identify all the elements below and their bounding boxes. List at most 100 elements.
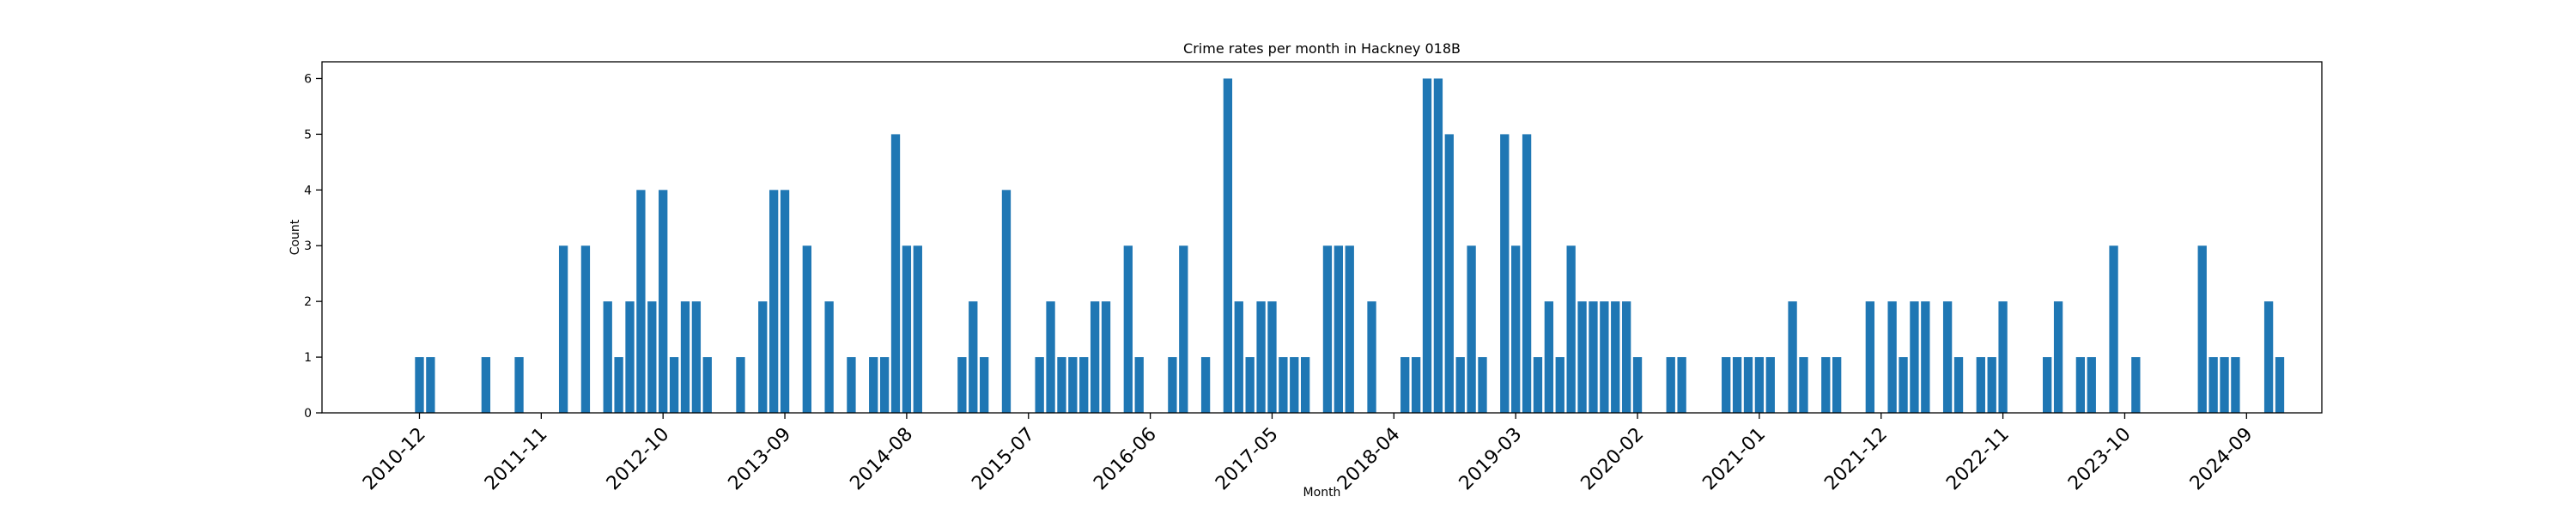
bar bbox=[1544, 301, 1554, 413]
bar bbox=[2263, 301, 2274, 413]
bar bbox=[1179, 245, 1188, 413]
y-tick-label: 1 bbox=[304, 351, 312, 365]
bar bbox=[769, 190, 779, 413]
bar bbox=[1267, 301, 1277, 413]
bar bbox=[2220, 357, 2229, 413]
bar bbox=[1987, 357, 1996, 413]
bar bbox=[669, 357, 679, 413]
bar bbox=[758, 301, 768, 413]
x-tick-label: 2012-10 bbox=[603, 424, 674, 495]
bar bbox=[2075, 357, 2086, 413]
y-tick-label: 0 bbox=[304, 407, 312, 421]
bars-group bbox=[415, 78, 2285, 413]
bar bbox=[691, 301, 702, 413]
bar bbox=[2275, 357, 2285, 413]
bar bbox=[1799, 357, 1808, 413]
x-tick-label: 2019-03 bbox=[1455, 424, 1527, 495]
bar bbox=[1887, 301, 1897, 413]
x-tick-label: 2015-07 bbox=[968, 424, 1039, 495]
bar bbox=[1334, 245, 1344, 413]
bar bbox=[1500, 134, 1510, 413]
bar bbox=[647, 301, 657, 413]
bar bbox=[1400, 357, 1410, 413]
bar bbox=[1942, 301, 1953, 413]
bar bbox=[1533, 357, 1543, 413]
bar bbox=[1134, 357, 1144, 413]
y-axis-ticks: 0 1 2 3 4 5 6 bbox=[304, 72, 322, 421]
bar bbox=[969, 301, 978, 413]
bar bbox=[426, 357, 435, 413]
bar bbox=[1788, 301, 1797, 413]
bar bbox=[902, 245, 912, 413]
bar bbox=[890, 134, 901, 413]
bar bbox=[1079, 357, 1089, 413]
x-tick-label: 2024-09 bbox=[2186, 424, 2257, 495]
bar bbox=[1589, 301, 1598, 413]
bar bbox=[1101, 301, 1111, 413]
bar bbox=[1577, 301, 1587, 413]
bar bbox=[1899, 357, 1908, 413]
bar bbox=[1632, 357, 1643, 413]
bar bbox=[2109, 245, 2118, 413]
bar bbox=[869, 357, 878, 413]
bar bbox=[2043, 357, 2052, 413]
y-tick-label: 3 bbox=[304, 239, 312, 253]
bar bbox=[1921, 301, 1930, 413]
bar bbox=[1444, 134, 1454, 413]
bar bbox=[1910, 301, 1919, 413]
bar bbox=[780, 190, 790, 413]
bar bbox=[481, 357, 491, 413]
bar bbox=[514, 357, 524, 413]
x-tick-label: 2018-04 bbox=[1334, 424, 1405, 495]
y-tick-label: 4 bbox=[304, 184, 312, 197]
x-tick-label: 2021-01 bbox=[1698, 424, 1770, 495]
bar bbox=[1068, 357, 1078, 413]
x-tick-label: 2016-06 bbox=[1090, 424, 1161, 495]
bar bbox=[1765, 357, 1775, 413]
x-tick-label: 2021-12 bbox=[1820, 424, 1892, 495]
bar bbox=[1345, 245, 1354, 413]
x-axis-label: Month bbox=[1303, 486, 1341, 500]
bar bbox=[824, 301, 834, 413]
bar bbox=[2087, 357, 2096, 413]
bar bbox=[1057, 357, 1066, 413]
bar bbox=[2053, 301, 2063, 413]
bar bbox=[1611, 301, 1620, 413]
y-axis-label: Count bbox=[289, 219, 302, 255]
bar bbox=[1677, 357, 1686, 413]
bar bbox=[603, 301, 612, 413]
bar bbox=[702, 357, 712, 413]
bar bbox=[1433, 78, 1443, 413]
bar bbox=[1722, 357, 1731, 413]
bar bbox=[2208, 357, 2218, 413]
bar bbox=[1422, 78, 1432, 413]
bar bbox=[1600, 301, 1609, 413]
bar bbox=[1090, 301, 1100, 413]
bar bbox=[913, 245, 922, 413]
bar bbox=[659, 190, 668, 413]
bar bbox=[1455, 357, 1465, 413]
bar bbox=[1322, 245, 1333, 413]
bar bbox=[1566, 245, 1576, 413]
x-tick-label: 2020-02 bbox=[1577, 424, 1649, 495]
x-tick-label: 2014-08 bbox=[846, 424, 917, 495]
x-tick-label: 2022-11 bbox=[1942, 424, 2014, 495]
chart-title: Crime rates per month in Hackney 018B bbox=[1183, 40, 1461, 57]
bar bbox=[1301, 357, 1310, 413]
bar bbox=[879, 357, 890, 413]
y-tick-label: 6 bbox=[304, 72, 312, 86]
bar bbox=[1865, 301, 1875, 413]
bar bbox=[1621, 301, 1631, 413]
y-tick-label: 2 bbox=[304, 295, 312, 309]
bar bbox=[2131, 357, 2141, 413]
bar bbox=[1223, 78, 1233, 413]
bar bbox=[1256, 301, 1266, 413]
bar bbox=[1200, 357, 1211, 413]
bar bbox=[1832, 357, 1842, 413]
bar bbox=[1046, 301, 1055, 413]
bar bbox=[1555, 357, 1564, 413]
bar bbox=[1511, 245, 1521, 413]
bar bbox=[957, 357, 967, 413]
x-tick-label: 2010-12 bbox=[359, 424, 430, 495]
